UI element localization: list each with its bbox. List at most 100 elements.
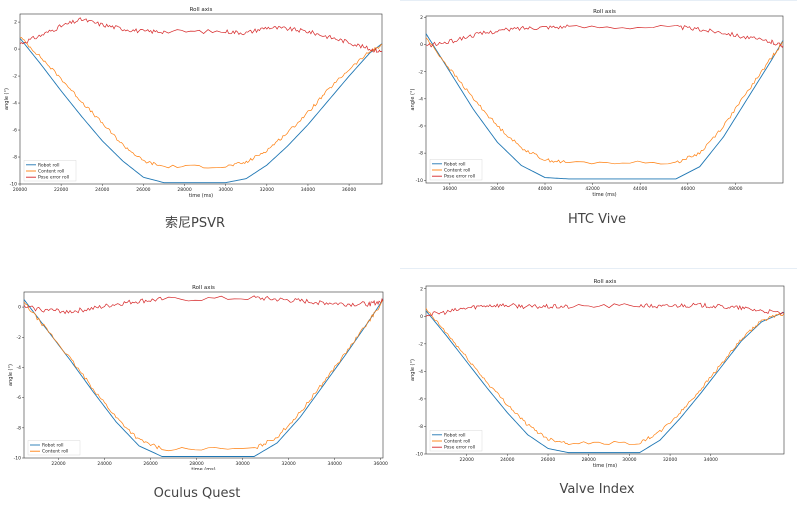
y-tick-label: -10 (14, 456, 21, 462)
x-tick-label: 36000 (342, 187, 356, 193)
x-tick-label: 22000 (460, 457, 474, 463)
x-tick-label: 22000 (54, 187, 68, 193)
x-tick-label: 36000 (443, 186, 457, 192)
x-tick-label: 24000 (95, 187, 109, 193)
plot-area (19, 13, 383, 185)
legend (429, 159, 483, 181)
plot-area (23, 291, 384, 459)
legend-label: Robot roll (444, 161, 466, 167)
y-tick-label: -4 (419, 96, 424, 102)
y-tick-label: 2 (420, 15, 423, 21)
series-line-2 (425, 308, 785, 445)
x-axis-label: time (ms) (189, 193, 213, 199)
y-axis-label: angle (°) (4, 88, 10, 110)
legend-label: Content roll (38, 169, 64, 175)
plot-area (425, 15, 784, 184)
legend-label: Content roll (444, 168, 470, 174)
legend-label: Pose error roll (38, 175, 69, 181)
x-tick-label: 34000 (328, 461, 342, 467)
x-tick-label: 24000 (97, 461, 111, 467)
series-line-3 (425, 302, 785, 317)
legend-label: Pose error roll (444, 174, 475, 180)
y-tick-label: -10 (10, 182, 17, 188)
x-axis-label: time (ms) (593, 463, 617, 469)
x-tick-label: 20000 (13, 187, 27, 193)
y-tick-label: -8 (419, 151, 424, 157)
y-tick-label: 0 (14, 47, 17, 53)
plot-area (425, 285, 785, 455)
y-tick-label: 0 (18, 305, 21, 311)
y-axis-label: angle (°) (410, 359, 416, 381)
x-tick-label: 48000 (728, 186, 742, 192)
y-tick-label: -10 (416, 452, 423, 458)
y-tick-label: -2 (17, 335, 22, 341)
x-tick-label: 34000 (704, 457, 718, 463)
caption-psvr: 索尼PSVR (164, 216, 226, 231)
x-tick-label: 44000 (633, 186, 647, 192)
y-tick-label: -8 (13, 155, 18, 161)
chart-title: Roll axis (593, 9, 616, 15)
series-line-1 (19, 38, 383, 184)
x-tick-label: 22000 (51, 461, 65, 467)
x-tick-label: 32000 (663, 457, 677, 463)
x-tick-label: 32000 (260, 187, 274, 193)
series-line-3 (19, 17, 383, 53)
x-tick-label: 26000 (143, 461, 157, 467)
y-tick-label: 0 (420, 314, 423, 320)
divider-middle (400, 268, 797, 269)
legend (27, 440, 81, 456)
x-tick-label: 28000 (189, 461, 203, 467)
series-line-2 (19, 37, 383, 169)
x-tick-label: 28000 (582, 457, 596, 463)
y-tick-label: -2 (13, 74, 18, 80)
series-line-2 (23, 300, 384, 452)
x-tick-label: 32000 (281, 461, 295, 467)
chart-htc-vive: Roll axis time (ms) angle (°) 36000 38000 400… (410, 9, 784, 198)
caption-oculus-quest: Oculus Quest (153, 486, 241, 501)
y-tick-label: -4 (13, 101, 18, 107)
x-axis-label: time (ms) (191, 467, 215, 470)
y-tick-label: -6 (419, 397, 424, 403)
y-tick-label: -8 (17, 425, 22, 431)
legend-label: Content roll (42, 449, 68, 455)
y-tick-label: 0 (420, 42, 423, 48)
y-tick-label: -4 (419, 369, 424, 375)
y-tick-label: -4 (17, 365, 22, 371)
y-tick-label: -6 (419, 124, 424, 130)
legend (23, 160, 77, 182)
chart-psvr: Roll axis time (ms) angle (°) 20000 22000 240… (4, 7, 383, 199)
legend-label: Robot roll (38, 162, 60, 168)
y-axis-label: angle (°) (8, 364, 14, 386)
x-tick-label: 38000 (490, 186, 504, 192)
chart-valve-index: Roll axis time (ms) angle (°) 22000 24000 260… (410, 279, 785, 469)
series-line-1 (425, 310, 785, 454)
divider-top (400, 0, 797, 1)
series-line-3 (425, 24, 784, 48)
x-axis-label: time (ms) (592, 192, 616, 198)
chart-oculus-quest: Roll axis time (ms) angle (°) 22000 24000 260… (8, 285, 388, 470)
x-tick-label: 28000 (177, 187, 191, 193)
legend-label: Pose error roll (444, 445, 475, 451)
x-tick-label: 46000 (681, 186, 695, 192)
y-tick-label: -6 (13, 128, 18, 134)
caption-htc-vive: HTC Vive (567, 212, 627, 227)
chart-title: Roll axis (192, 285, 215, 291)
x-tick-label: 26000 (541, 457, 555, 463)
x-tick-label: 30000 (219, 187, 233, 193)
x-tick-label: 34000 (301, 187, 315, 193)
x-tick-label: 42000 (585, 186, 599, 192)
chart-title: Roll axis (190, 7, 213, 13)
y-tick-label: -6 (17, 395, 22, 401)
x-tick-label: 36000 (374, 461, 388, 467)
series-line-1 (23, 299, 384, 457)
y-axis-label: angle (°) (410, 89, 416, 111)
legend-label: Robot roll (42, 443, 64, 449)
legend-label: Robot roll (444, 432, 466, 438)
x-tick-label: 24000 (500, 457, 514, 463)
legend-label: Content roll (444, 439, 470, 445)
y-tick-label: -2 (419, 69, 424, 75)
y-tick-label: -8 (419, 424, 424, 430)
series-line-3 (23, 295, 384, 315)
y-tick-label: -2 (419, 341, 424, 347)
chart-title: Roll axis (594, 279, 617, 285)
